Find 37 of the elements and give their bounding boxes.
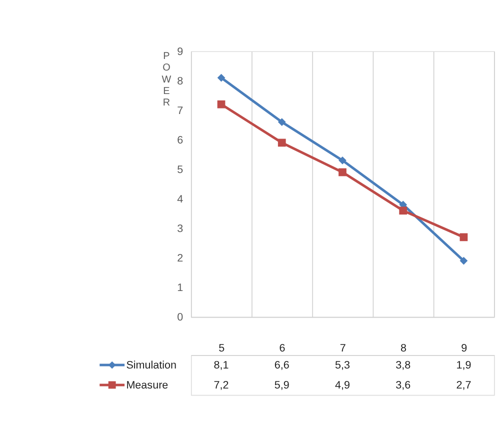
x-tick-label: 6 — [279, 342, 286, 354]
point — [460, 233, 468, 242]
y-tick-label: 9 — [177, 46, 184, 58]
y-axis-title: POWER — [162, 51, 172, 109]
data-label: 4,9 — [334, 379, 350, 392]
data-label: 6,6 — [274, 359, 290, 372]
y-tick-label: 2 — [177, 252, 184, 265]
x-tick-label: 7 — [340, 342, 346, 354]
point — [338, 168, 346, 176]
data-label: 7,2 — [214, 379, 229, 392]
point — [278, 118, 286, 126]
y-tick-label: 4 — [177, 194, 184, 206]
y-tick-label: 6 — [177, 134, 184, 146]
x-tick-label: 5 — [218, 342, 225, 354]
x-tick-label: 9 — [461, 342, 468, 354]
data-label: 3,8 — [396, 359, 411, 372]
point — [217, 100, 226, 108]
data-label: 2,7 — [456, 379, 472, 392]
y-tick-label: 7 — [177, 104, 184, 117]
point — [217, 74, 226, 82]
data-label: 1,9 — [456, 359, 472, 372]
y-tick-label: 3 — [177, 223, 184, 236]
y-tick-label: 0 — [177, 312, 184, 324]
y-tick-label: 8 — [177, 75, 184, 88]
point — [338, 156, 346, 164]
point — [278, 138, 286, 147]
data-label: 8,1 — [214, 359, 229, 372]
y-tick-label: 5 — [177, 164, 184, 176]
data-label: 5,9 — [274, 379, 290, 392]
point — [399, 206, 408, 215]
x-tick-label: 8 — [400, 342, 407, 354]
y-tick-label: 1 — [177, 282, 184, 294]
data-label: 5,3 — [334, 359, 350, 372]
data-label: 3,6 — [396, 379, 411, 392]
legend-label: Simulation — [126, 359, 177, 372]
point — [460, 256, 468, 265]
legend-label: Measure — [126, 379, 168, 392]
